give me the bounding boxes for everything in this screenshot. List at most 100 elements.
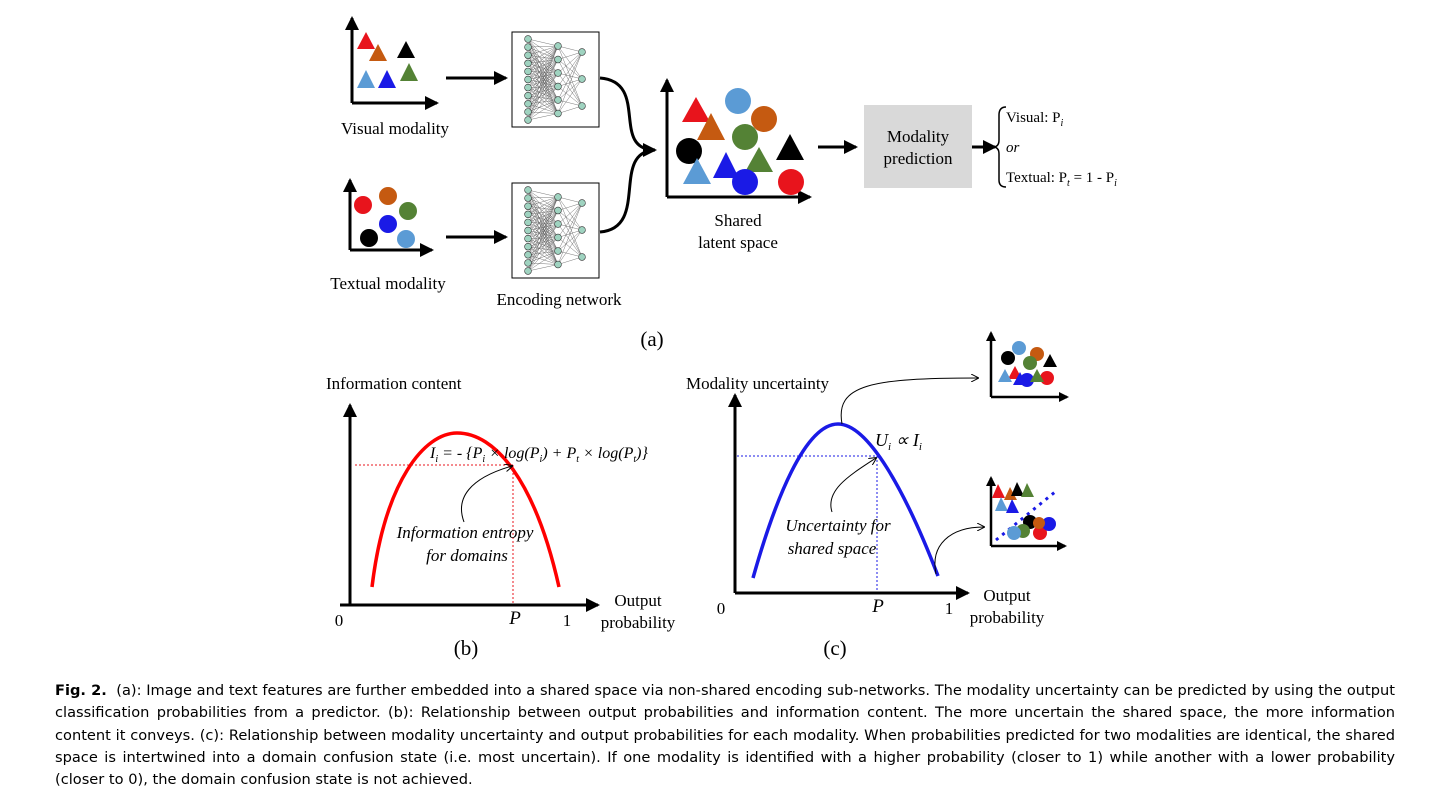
output-visual: Visual: Pi: [1006, 110, 1064, 129]
network-node: [524, 35, 532, 43]
network-node: [524, 234, 532, 243]
network-node: [524, 67, 532, 76]
network-node: [578, 48, 586, 56]
panel-c-tag: (c): [823, 636, 846, 660]
network-node: [554, 247, 562, 255]
panel-c-annotation-line1: Uncertainty for: [785, 516, 891, 535]
network-node: [524, 51, 532, 59]
network-node: [554, 42, 562, 50]
encoder-network-visual: [511, 31, 600, 128]
triangle-shape: [378, 70, 396, 88]
network-node: [524, 108, 532, 116]
network-node: [524, 43, 532, 51]
panel-b-p: P: [508, 608, 521, 629]
panel-c-zero: 0: [717, 599, 726, 618]
panel-b: Information content Ii = - {Pi × log(Pi)…: [326, 374, 676, 660]
network-node: [554, 96, 562, 104]
network-node: [554, 55, 562, 64]
output-textual: Textual: Pt = 1 - Pi: [1006, 170, 1117, 189]
panel-c-p: P: [871, 596, 884, 617]
panel-b-tag: (b): [454, 636, 479, 660]
panel-b-annotation-line2: for domains: [426, 546, 508, 565]
panel-b-one: 1: [563, 611, 572, 630]
network-node: [578, 226, 586, 234]
network-node: [554, 233, 562, 242]
network-node: [524, 259, 532, 267]
network-node: [554, 206, 562, 215]
network-node: [524, 243, 532, 251]
textual-modality-plot: [343, 178, 434, 257]
panel-b-xlabel-line1: Output: [614, 591, 662, 610]
shared-label-line1: Shared: [714, 211, 762, 230]
caption-label: Fig. 2.: [55, 682, 107, 699]
caption-text: (a): Image and text features are further…: [55, 682, 1396, 789]
panel-c-ylabel: Modality uncertainty: [686, 374, 830, 393]
network-node: [554, 82, 562, 91]
callout-arrow-icon: [840, 378, 978, 425]
panel-b-xlabel-line2: probability: [601, 613, 676, 632]
network-node: [578, 199, 586, 207]
network-node: [578, 102, 586, 110]
network-node: [524, 116, 532, 124]
prediction-label-line1: Modality: [887, 127, 950, 146]
network-node: [554, 220, 562, 228]
textual-modality-label: Textual modality: [330, 274, 446, 293]
separated-space-plot: [986, 476, 1067, 551]
network-node: [578, 75, 586, 83]
panel-c-one: 1: [945, 599, 954, 618]
triangle-shape: [357, 32, 375, 49]
confused-space-plot: [986, 331, 1069, 402]
network-node: [524, 83, 532, 92]
panel-c-annotation-line2: shared space: [788, 539, 877, 558]
network-node: [524, 59, 532, 67]
modality-prediction-box: [864, 105, 972, 188]
panel-b-annotation-line1: Information entropy: [396, 523, 534, 542]
network-node: [524, 91, 532, 100]
annotation-arrow-icon: [830, 458, 876, 513]
triangle-shape: [369, 44, 387, 61]
panel-a-tag: (a): [640, 327, 663, 351]
callout-arrow-icon: [934, 527, 984, 575]
triangle-shape: [397, 41, 415, 58]
network-node: [554, 109, 562, 118]
visual-modality-label: Visual modality: [341, 119, 450, 138]
annotation-arrow-icon: [461, 466, 512, 523]
network-node: [524, 186, 532, 194]
modality-uncertainty-curve: [751, 422, 940, 579]
panel-b-formula: Ii = - {Pi × log(Pi) + Pt × log(Pt)}: [429, 445, 648, 465]
output-or: or: [1006, 140, 1020, 156]
network-node: [554, 69, 562, 77]
network-node: [524, 202, 532, 210]
shared-latent-space-plot: [660, 78, 812, 204]
panel-c-xlabel-line1: Output: [983, 586, 1031, 605]
network-node: [578, 253, 586, 261]
panel-c: Modality uncertainty Ui ∝ Ii Uncertainty…: [686, 331, 1069, 660]
network-node: [554, 193, 562, 201]
network-node: [524, 75, 532, 84]
network-node: [524, 218, 532, 227]
network-node: [524, 100, 532, 108]
network-node: [524, 267, 532, 275]
visual-modality-plot: [345, 16, 439, 110]
network-node: [524, 210, 532, 219]
triangle-shape: [357, 70, 375, 88]
panel-b-zero: 0: [335, 611, 344, 630]
network-node: [524, 226, 532, 235]
panel-b-ylabel: Information content: [326, 374, 462, 393]
panel-a: Visual modality Textual modality Encodin…: [330, 16, 1117, 351]
network-node: [524, 194, 532, 202]
information-content-curve: [370, 431, 561, 588]
figure-caption: Fig. 2. (a): Image and text features are…: [55, 680, 1395, 791]
merge-arrow-icon: [599, 76, 657, 157]
triangle-shape: [400, 63, 418, 81]
merge-arrow-icon: [599, 148, 656, 234]
panel-c-formula: Ui ∝ Ii: [875, 430, 922, 453]
encoding-network-label: Encoding network: [496, 290, 622, 309]
figure-canvas: Visual modality Textual modality Encodin…: [326, 16, 1117, 660]
panel-c-xlabel-line2: probability: [970, 608, 1045, 627]
shared-label-line2: latent space: [698, 233, 778, 252]
network-node: [554, 260, 562, 269]
network-node: [524, 251, 532, 259]
brace-icon: [992, 106, 1007, 188]
prediction-label-line2: prediction: [884, 149, 953, 168]
